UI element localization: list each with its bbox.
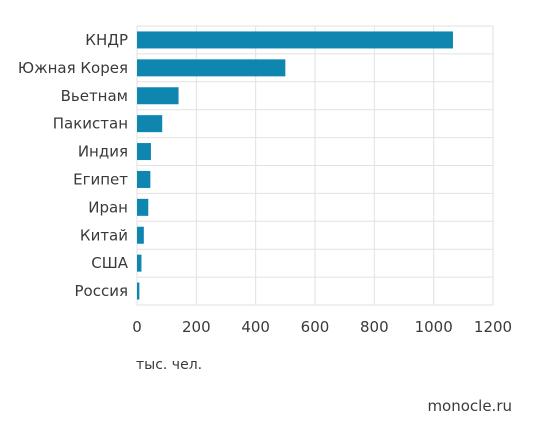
bar bbox=[137, 143, 151, 161]
x-tick-label: 1000 bbox=[415, 318, 453, 336]
bar bbox=[137, 59, 286, 77]
bar bbox=[137, 226, 144, 244]
bar bbox=[137, 115, 163, 133]
category-label: Россия bbox=[75, 282, 129, 300]
category-label: Индия bbox=[78, 143, 128, 161]
category-label: Вьетнам bbox=[61, 87, 128, 105]
category-label: США bbox=[91, 254, 129, 272]
category-label: Китай bbox=[80, 226, 128, 244]
x-axis-ticks: 0 200 400 600 800 1000 1200 bbox=[132, 318, 512, 336]
bar bbox=[137, 254, 142, 272]
bar bbox=[137, 87, 179, 105]
category-label: Иран bbox=[88, 198, 128, 216]
x-tick-label: 800 bbox=[360, 318, 389, 336]
category-label: КНДР bbox=[85, 31, 128, 49]
x-axis-unit-label: тыс. чел. bbox=[136, 357, 203, 373]
bar bbox=[137, 170, 151, 188]
x-tick-label: 400 bbox=[241, 318, 270, 336]
bar bbox=[137, 198, 149, 216]
x-tick-label: 600 bbox=[301, 318, 330, 336]
category-label: Египет bbox=[73, 170, 128, 188]
category-label: Пакистан bbox=[53, 115, 128, 133]
bar bbox=[137, 282, 140, 300]
x-tick-label: 1200 bbox=[474, 318, 512, 336]
bars-group bbox=[137, 31, 453, 300]
x-tick-label: 0 bbox=[132, 318, 142, 336]
category-labels: КНДР Южная Корея Вьетнам Пакистан Индия Египе… bbox=[18, 31, 129, 300]
source-label: monocle.ru bbox=[427, 397, 512, 415]
x-tick-label: 200 bbox=[182, 318, 211, 336]
category-label: Южная Корея bbox=[18, 59, 128, 77]
bar bbox=[137, 31, 453, 49]
